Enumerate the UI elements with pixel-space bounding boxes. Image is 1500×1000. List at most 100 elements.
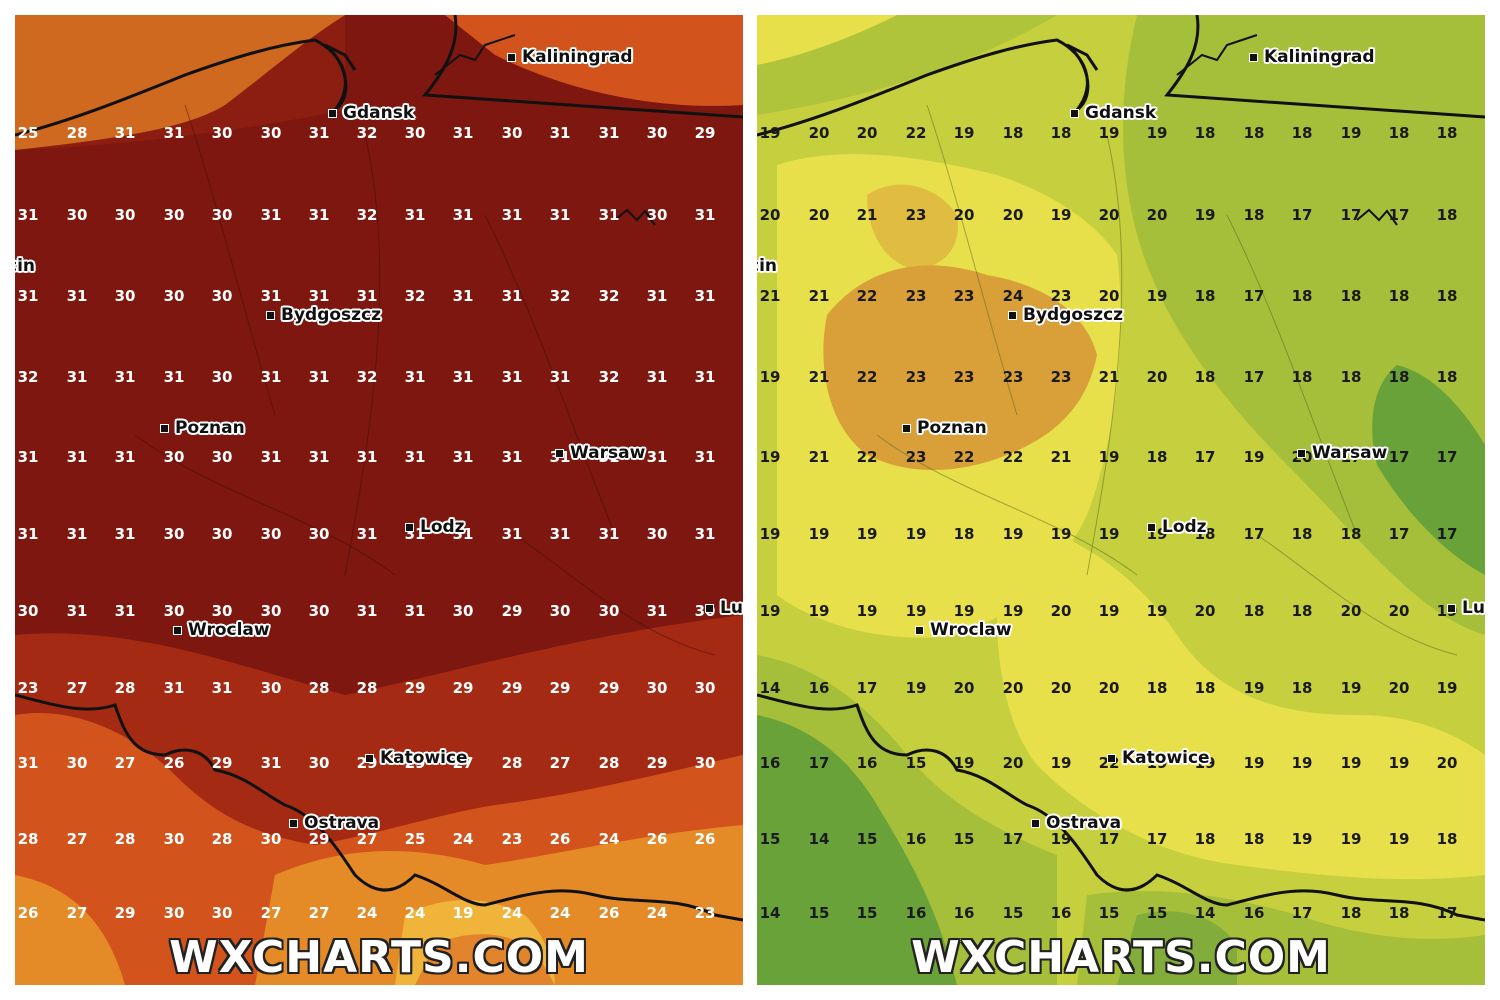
- grid-value: 20: [1098, 679, 1120, 697]
- grid-value: 28: [501, 754, 523, 772]
- grid-value: 30: [549, 602, 571, 620]
- grid-value: 31: [308, 287, 330, 305]
- grid-value: 19: [1340, 754, 1362, 772]
- grid-value: 22: [856, 368, 878, 386]
- grid-value: 29: [114, 904, 136, 922]
- grid-value: 17: [1243, 368, 1265, 386]
- grid-value: 32: [356, 368, 378, 386]
- grid-value: 29: [598, 679, 620, 697]
- grid-value: 31: [211, 679, 233, 697]
- grid-value: 20: [1002, 679, 1024, 697]
- grid-value: 31: [549, 206, 571, 224]
- grid-value: 31: [66, 448, 88, 466]
- grid-value: 29: [501, 602, 523, 620]
- city-name: Wroclaw: [188, 620, 270, 640]
- grid-value: 24: [501, 904, 523, 922]
- grid-value: 30: [260, 679, 282, 697]
- grid-value: 31: [598, 525, 620, 543]
- grid-value: 20: [1002, 754, 1024, 772]
- city-marker-icon: [173, 625, 182, 635]
- city-name: Lodz: [420, 517, 465, 537]
- grid-value: 19: [1050, 525, 1072, 543]
- grid-value: 18: [1194, 525, 1216, 543]
- grid-value: 19: [856, 602, 878, 620]
- city-name: Wroclaw: [930, 620, 1012, 640]
- grid-value: 30: [694, 679, 716, 697]
- grid-value: 31: [356, 448, 378, 466]
- grid-value: 19: [1098, 124, 1120, 142]
- city-marker-icon: [1107, 753, 1116, 763]
- city-label: Katowice: [1107, 748, 1210, 768]
- grid-value: 31: [66, 602, 88, 620]
- grid-value: 23: [17, 679, 39, 697]
- grid-value: 30: [260, 602, 282, 620]
- grid-value: 19: [1146, 602, 1168, 620]
- grid-value: 15: [759, 830, 781, 848]
- grid-value: 30: [163, 287, 185, 305]
- grid-value: 19: [856, 525, 878, 543]
- grid-value: 32: [17, 368, 39, 386]
- map-panel-left: 25 28 31 31 30 30 31 32 30 31 30 31 31 30 29 31 30 30 30 30…: [15, 15, 743, 985]
- grid-value: 30: [598, 602, 620, 620]
- grid-value: 18: [1388, 124, 1410, 142]
- grid-value: 30: [308, 754, 330, 772]
- grid-value: 31: [646, 368, 668, 386]
- grid-value: 19: [1050, 754, 1072, 772]
- city-name: Warsaw: [1312, 443, 1388, 463]
- city-label: cin: [757, 256, 777, 276]
- grid-value: 31: [308, 448, 330, 466]
- grid-value: 31: [501, 368, 523, 386]
- grid-value: 31: [17, 206, 39, 224]
- grid-value: 30: [163, 830, 185, 848]
- city-label: Gdansk: [328, 103, 414, 123]
- grid-value: 18: [1243, 830, 1265, 848]
- city-name: Gdansk: [1085, 103, 1157, 123]
- grid-value: 23: [905, 368, 927, 386]
- grid-value: 19: [1340, 124, 1362, 142]
- grid-value: 31: [501, 448, 523, 466]
- grid-value: 19: [1146, 124, 1168, 142]
- grid-value: 20: [1050, 602, 1072, 620]
- grid-value: 28: [114, 830, 136, 848]
- city-name: Poznan: [175, 418, 245, 438]
- grid-value: 32: [598, 368, 620, 386]
- grid-value: 23: [905, 206, 927, 224]
- grid-value: 20: [1146, 206, 1168, 224]
- grid-value: 29: [404, 754, 426, 772]
- city-name: Katowice: [380, 748, 468, 768]
- city-label: Lu: [705, 598, 743, 618]
- grid-value: 20: [953, 206, 975, 224]
- grid-value: 23: [905, 448, 927, 466]
- grid-value: 24: [356, 904, 378, 922]
- grid-value: 19: [1098, 448, 1120, 466]
- city-label: Katowice: [365, 748, 468, 768]
- city-label: Lu: [1447, 598, 1485, 618]
- grid-value: 30: [211, 448, 233, 466]
- grid-value: 24: [549, 904, 571, 922]
- grid-value: 31: [260, 448, 282, 466]
- grid-value: 19: [1436, 679, 1458, 697]
- grid-value: 27: [549, 754, 571, 772]
- grid-value: 30: [308, 602, 330, 620]
- grid-value: 31: [308, 206, 330, 224]
- grid-value: 29: [308, 830, 330, 848]
- grid-value: 30: [501, 124, 523, 142]
- grid-value: 30: [211, 124, 233, 142]
- city-marker-icon: [365, 753, 374, 763]
- city-name: Warsaw: [570, 443, 646, 463]
- grid-value: 19: [1340, 830, 1362, 848]
- grid-value: 20: [856, 124, 878, 142]
- grid-value: 19: [1050, 830, 1072, 848]
- grid-value: 17: [856, 679, 878, 697]
- grid-value: 19: [1194, 754, 1216, 772]
- grid-value: 30: [452, 602, 474, 620]
- grid-value: 19: [808, 525, 830, 543]
- grid-value: 30: [114, 287, 136, 305]
- grid-value: 26: [694, 830, 716, 848]
- temperature-field-left: [15, 15, 743, 985]
- grid-value: 18: [1291, 525, 1313, 543]
- grid-value: 20: [1340, 602, 1362, 620]
- grid-value: 21: [856, 206, 878, 224]
- city-name: cin: [15, 256, 36, 276]
- grid-value: 18: [1194, 830, 1216, 848]
